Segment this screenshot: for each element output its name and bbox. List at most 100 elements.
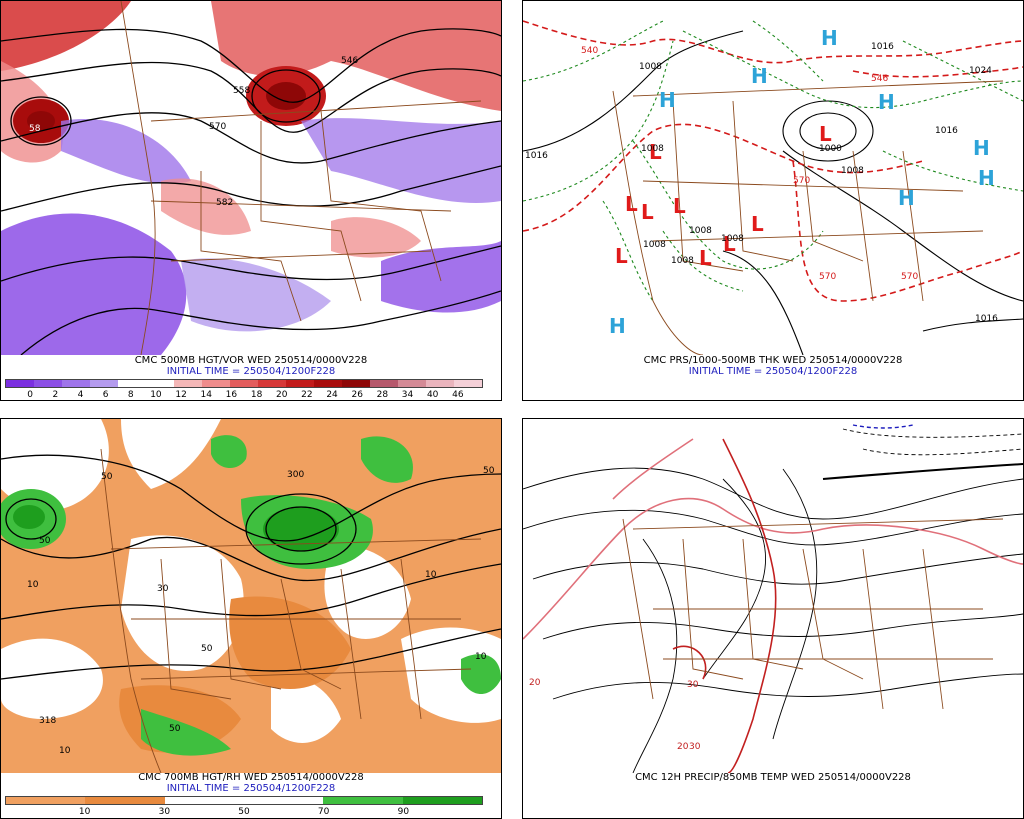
contour-label: 10 (27, 580, 39, 590)
colorbar-swatch (243, 797, 324, 804)
panel-init-time: INITIAL TIME = 250504/1200F228 (688, 366, 858, 377)
isobar-label: 1008 (641, 144, 664, 154)
colorbar-tick: 2 (52, 390, 59, 400)
isobar-label: 1016 (871, 42, 894, 52)
low-pressure-marker: L (819, 122, 832, 146)
colorbar-swatch (6, 797, 86, 804)
panel-700mb-hgt-rh: 50 10 50 30 10 50 318 10 300 50 10 50 CM… (0, 418, 502, 819)
colorbar-tick: 0 (27, 390, 34, 400)
contour-label: 10 (475, 652, 487, 662)
low-pressure-marker: L (751, 212, 764, 236)
isobar-label: 1016 (935, 126, 958, 136)
colorbar-tick: 70 (317, 807, 330, 817)
colorbar-tick: 22 (301, 390, 313, 400)
colorbar-swatch (323, 797, 403, 804)
colorbar-tick: 40 (426, 390, 439, 400)
colorbar-tick: 20 (276, 390, 288, 400)
isobar-label: 1008 (689, 226, 712, 236)
humidity-colorbar (5, 796, 483, 805)
isobar-label: 1016 (975, 314, 998, 324)
colorbar-swatch (164, 797, 244, 804)
humidity-map: 50 10 50 30 10 50 318 10 300 50 10 50 (1, 419, 501, 773)
isobar-label: 1016 (525, 151, 548, 161)
low-pressure-marker: L (641, 200, 654, 224)
high-pressure-marker: H (821, 26, 838, 50)
low-pressure-marker: L (649, 140, 662, 164)
colorbar-swatch (146, 380, 174, 387)
high-pressure-marker: H (973, 136, 990, 160)
colorbar-swatch (85, 797, 165, 804)
colorbar-swatch (370, 380, 398, 387)
contour-label: 558 (233, 86, 250, 96)
contour-label: 50 (39, 536, 51, 546)
high-pressure-marker: H (898, 186, 915, 210)
colorbar-swatch (230, 380, 258, 387)
colorbar-tick: 26 (351, 390, 363, 400)
temp-contour-label: 20 (677, 742, 689, 752)
panel-init-time: INITIAL TIME = 250504/1200F228 (166, 783, 336, 794)
colorbar-swatch (258, 380, 286, 387)
thickness-label: 570 (793, 176, 810, 186)
low-pressure-marker: L (723, 232, 736, 256)
low-pressure-marker: L (699, 246, 712, 270)
colorbar-swatch (402, 797, 482, 804)
colorbar-tick: 34 (401, 390, 414, 400)
colorbar-tick: 18 (250, 390, 263, 400)
colorbar-tick: 12 (175, 390, 187, 400)
temp-contour-label: 20 (529, 678, 541, 688)
colorbar-swatch (118, 380, 146, 387)
colorbar-swatch (454, 380, 482, 387)
colorbar-tick: 28 (376, 390, 389, 400)
vorticity-colorbar (5, 379, 483, 388)
low-pressure-marker: L (625, 192, 638, 216)
low-pressure-marker: L (673, 194, 686, 218)
colorbar-ticks: 0 2 4 6 8 10 12 14 16 18 20 22 24 26 28 34 40 46 (5, 390, 483, 400)
colorbar-swatch (174, 380, 202, 387)
isobar-label: 1008 (671, 256, 694, 266)
contour-label: 546 (341, 56, 358, 66)
high-pressure-marker: H (878, 90, 895, 114)
colorbar-tick: 6 (102, 390, 109, 400)
colorbar-swatch (398, 380, 426, 387)
contour-label: 50 (101, 472, 113, 482)
panel-caption: CMC PRS/1000-500MB THK WED 250514/0000V2… (643, 355, 903, 366)
contour-label: 10 (59, 746, 71, 756)
contour-label: 570 (209, 122, 226, 132)
isobar-label: 1008 (721, 234, 744, 244)
high-pressure-marker: H (751, 64, 768, 88)
panel-precip-850mb-temp: 20 30 20 30 CMC 12H PRECIP/850MB TEMP WE… (522, 418, 1024, 819)
thickness-label: 540 (581, 46, 598, 56)
contour-label: 318 (39, 716, 56, 726)
low-pressure-marker: L (615, 244, 628, 268)
isobar-label: 1000 (819, 144, 842, 154)
colorbar-tick: 14 (200, 390, 212, 400)
colorbar-swatch (34, 380, 62, 387)
high-pressure-marker: H (659, 88, 676, 112)
colorbar-tick: 90 (397, 807, 410, 817)
contour-label: 50 (201, 644, 213, 654)
thickness-label: 570 (901, 272, 918, 282)
temp-contour-label: 30 (689, 742, 701, 752)
colorbar-tick: 8 (127, 390, 134, 400)
colorbar-tick: 10 (150, 390, 162, 400)
panel-caption: CMC 700MB HGT/RH WED 250514/0000V228 (138, 772, 364, 783)
contour-label: 58 (29, 124, 41, 134)
contour-label: 10 (425, 570, 437, 580)
contour-label: 582 (216, 198, 233, 208)
panel-init-time: INITIAL TIME = 250504/1200F228 (166, 366, 336, 377)
colorbar-tick: 4 (77, 390, 84, 400)
thickness-label: 570 (819, 272, 836, 282)
contour-label: 50 (169, 724, 181, 734)
colorbar-tick: 16 (225, 390, 238, 400)
vorticity-map: 546 558 570 582 58 (1, 1, 501, 355)
pressure-map: H H H H H H H H L L L L L L L L L 1008 1… (523, 1, 1023, 355)
contour-label: 300 (287, 470, 304, 480)
precip-temp-map: 20 30 20 30 (523, 419, 1023, 773)
colorbar-swatch (314, 380, 342, 387)
colorbar-swatch (90, 380, 118, 387)
colorbar-tick: 50 (238, 807, 250, 817)
panel-500mb-hgt-vor: 546 558 570 582 58 CMC 500MB HGT/VOR WED… (0, 0, 502, 401)
colorbar-swatch (6, 380, 34, 387)
isobar-label: 1008 (643, 240, 666, 250)
isobar-label: 1008 (841, 166, 864, 176)
